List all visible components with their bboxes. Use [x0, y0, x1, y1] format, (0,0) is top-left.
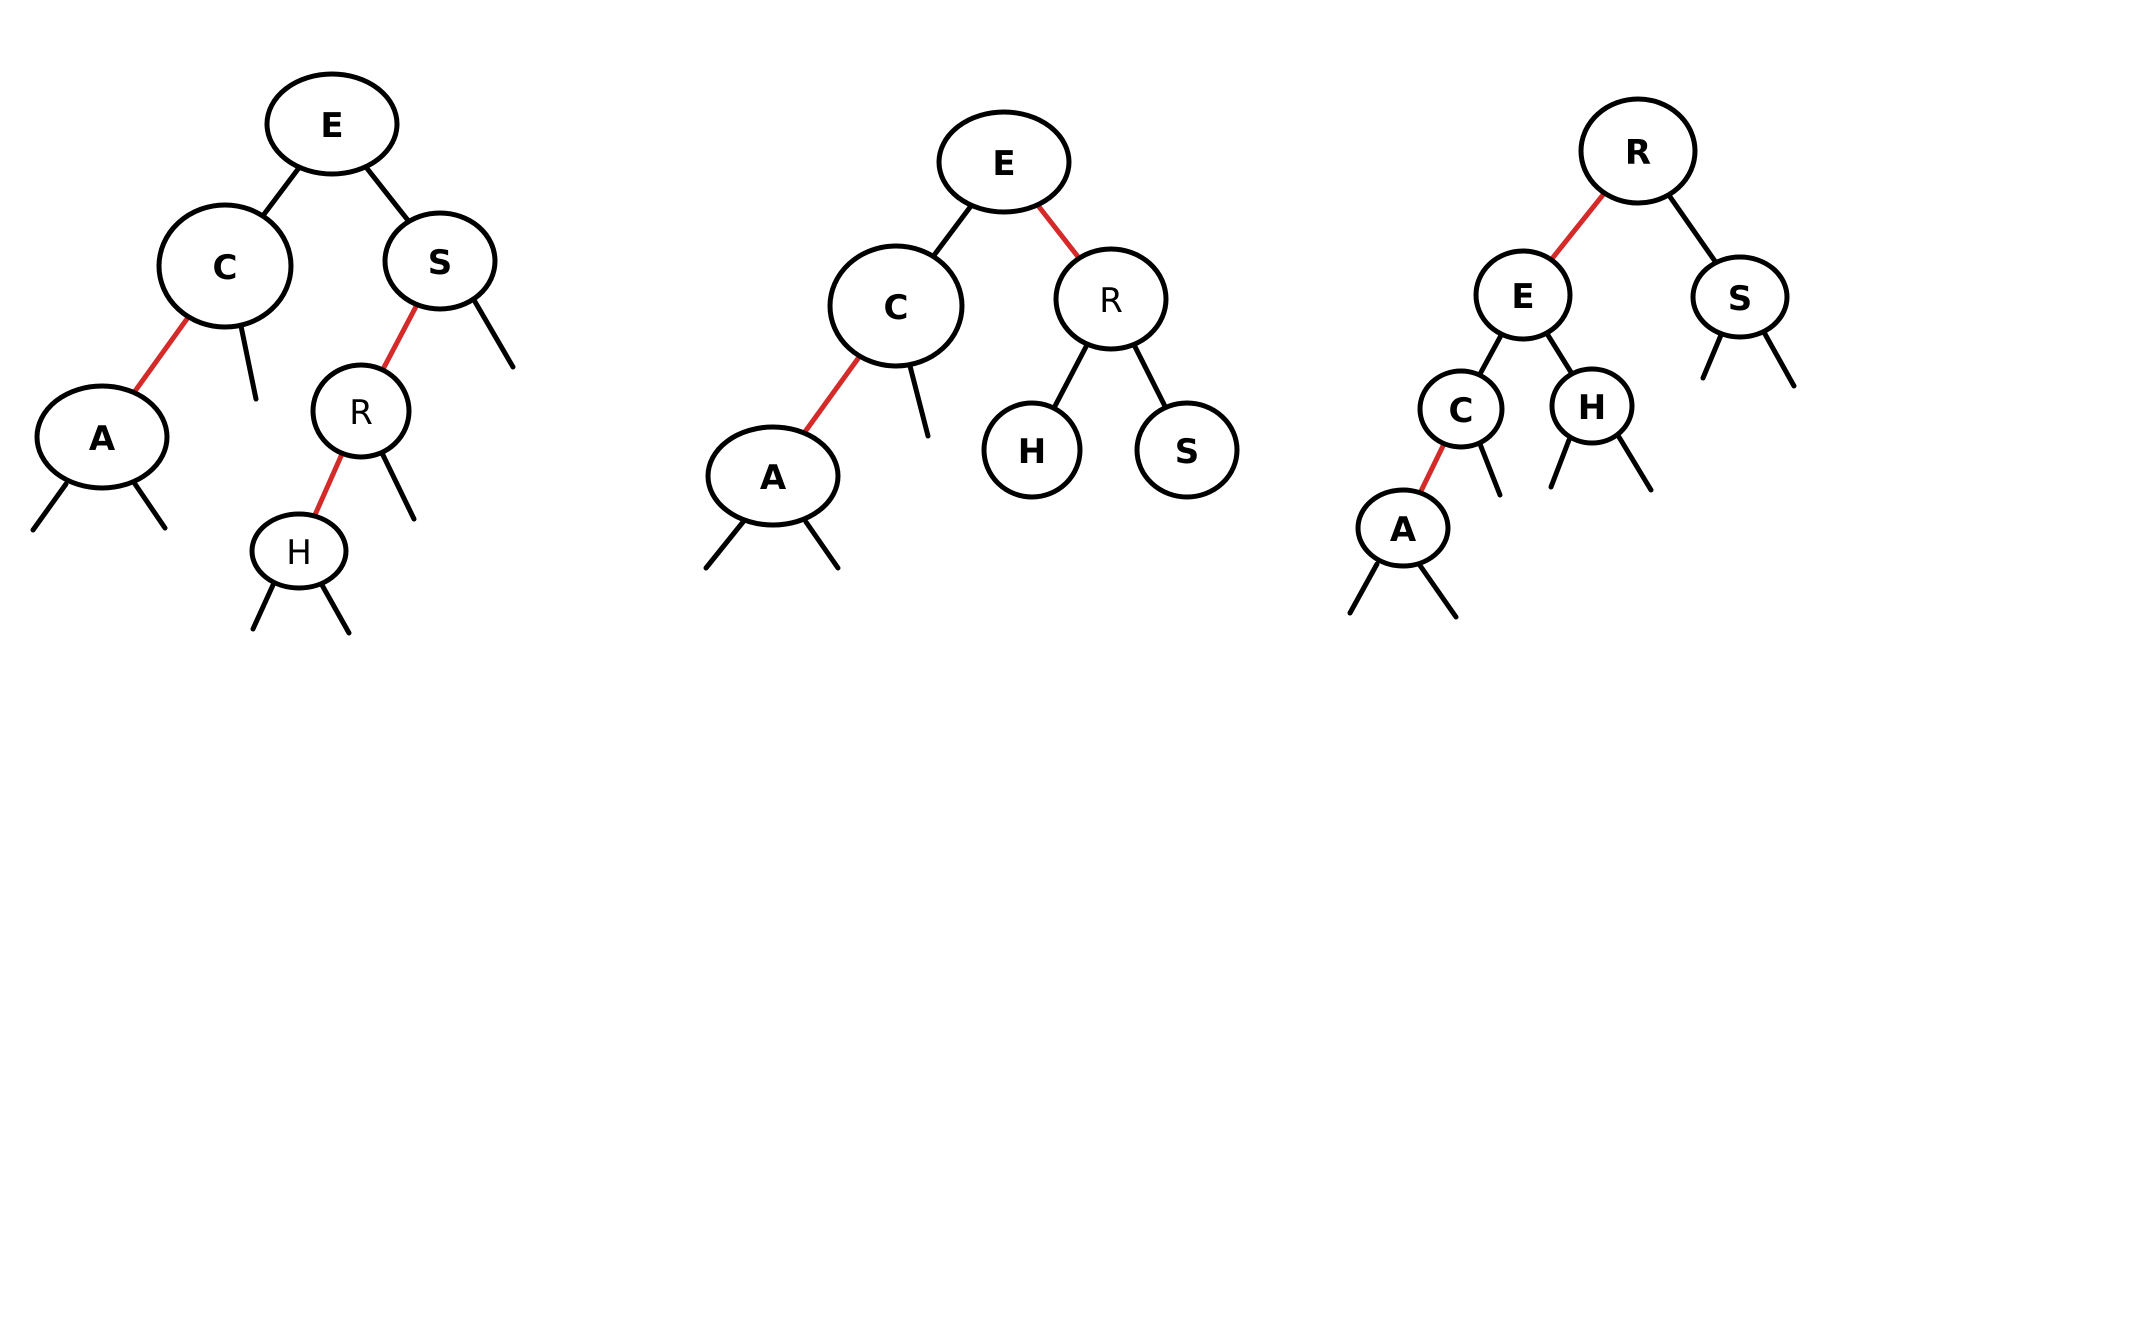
black-link-E-H	[1544, 330, 1575, 377]
node-S: S	[1690, 254, 1790, 340]
node-R: R	[1578, 96, 1698, 206]
red-link-E-R	[1034, 202, 1082, 261]
null-link	[803, 519, 841, 571]
node-circle	[981, 400, 1083, 500]
node-label: C	[1449, 391, 1474, 431]
node-S: S	[382, 210, 498, 312]
node-circle	[1549, 366, 1635, 446]
node-R: R	[310, 362, 412, 460]
node-label: A	[760, 458, 787, 498]
node-circle	[1690, 254, 1790, 340]
black-link-R-S	[1666, 192, 1719, 266]
null-link	[319, 582, 352, 636]
node-A: A	[34, 383, 170, 491]
node-H: H	[249, 511, 349, 591]
null-link	[1700, 332, 1724, 381]
null-link	[132, 481, 168, 531]
node-R: R	[1053, 246, 1169, 352]
node-circle	[1473, 248, 1573, 342]
red-link-S-R	[380, 302, 420, 373]
black-link-R-H	[1051, 341, 1090, 411]
tree-2: E C R A H S	[705, 109, 1240, 528]
node-C: C	[1417, 368, 1505, 450]
null-link	[471, 297, 516, 370]
node-E: E	[1473, 248, 1573, 342]
red-link-R-E	[1548, 190, 1607, 263]
node-circle	[1578, 96, 1698, 206]
node-circle	[1355, 487, 1451, 569]
tree-3: R E S C H A	[1355, 96, 1790, 569]
tree-1: E C S A R H	[34, 71, 498, 591]
node-circle	[1134, 400, 1240, 500]
null-link	[1347, 561, 1380, 616]
node-label: R	[1099, 281, 1123, 321]
node-label: E	[1511, 277, 1534, 317]
node-circle	[705, 424, 841, 528]
node-circle	[936, 109, 1072, 215]
node-label: S	[428, 243, 453, 283]
node-circle	[1053, 246, 1169, 352]
node-label: E	[320, 106, 343, 146]
node-H: H	[981, 400, 1083, 500]
null-link	[1477, 441, 1503, 498]
black-link-E-C	[930, 202, 975, 259]
node-label: R	[349, 393, 373, 433]
black-link-E-S	[363, 164, 412, 224]
node-A: A	[1355, 487, 1451, 569]
node-label: H	[1578, 388, 1606, 428]
node-C: C	[827, 243, 965, 369]
node-label: H	[1018, 432, 1046, 472]
null-link	[1548, 437, 1572, 490]
node-circle	[382, 210, 498, 312]
node-circle	[249, 511, 349, 591]
node-E: E	[936, 109, 1072, 215]
black-link-R-S	[1131, 341, 1169, 411]
black-link-E-C	[1476, 331, 1505, 378]
node-label: C	[884, 288, 909, 328]
null-link	[1416, 561, 1459, 620]
node-S: S	[1134, 400, 1240, 500]
null-link	[250, 582, 276, 632]
node-circle	[34, 383, 170, 491]
node-A: A	[705, 424, 841, 528]
black-link-E-C	[260, 164, 302, 219]
null-link	[703, 519, 746, 571]
node-circle	[310, 362, 412, 460]
null-link	[30, 481, 69, 533]
node-circle	[827, 243, 965, 369]
red-link-C-A	[1417, 441, 1447, 496]
node-label: C	[213, 248, 238, 288]
null-link	[1762, 331, 1797, 389]
null-link	[907, 363, 931, 439]
null-link	[379, 450, 417, 522]
node-label: R	[1625, 133, 1651, 173]
red-link-R-H	[311, 450, 345, 519]
node-label: E	[992, 144, 1015, 184]
red-link-C-A	[801, 353, 863, 436]
red-link-C-A	[131, 314, 191, 396]
null-link	[1616, 434, 1654, 493]
node-label: A	[1390, 510, 1417, 550]
node-circle	[264, 71, 400, 177]
node-label: S	[1175, 432, 1200, 472]
node-H: H	[1549, 366, 1635, 446]
null-link	[238, 323, 259, 402]
node-label: H	[286, 533, 312, 573]
node-circle	[156, 202, 294, 330]
node-E: E	[264, 71, 400, 177]
node-circle	[1417, 368, 1505, 450]
node-label: A	[89, 419, 116, 459]
node-C: C	[156, 202, 294, 330]
node-label: S	[1728, 279, 1753, 319]
